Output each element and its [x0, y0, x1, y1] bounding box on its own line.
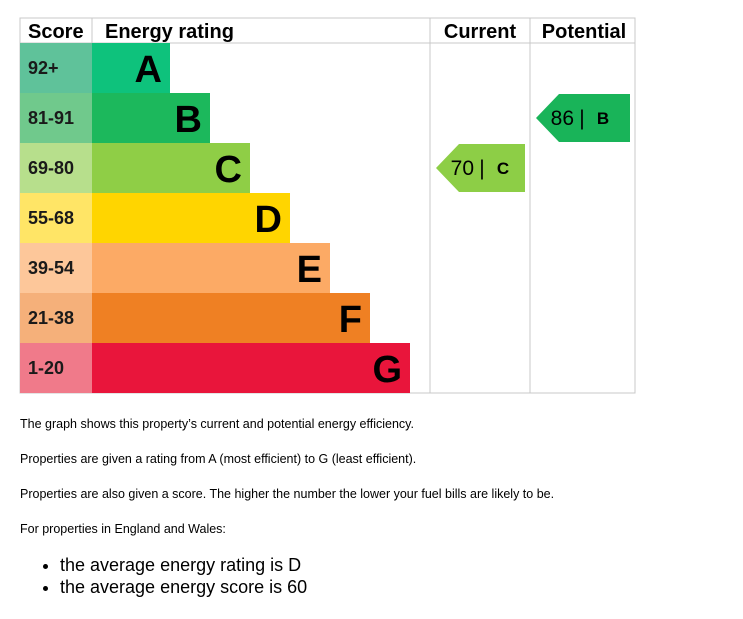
score-cell-f: [20, 293, 92, 343]
score-range-f: 21-38: [28, 308, 74, 328]
score-cell-e: [20, 243, 92, 293]
average-score-item: the average energy score is 60: [60, 576, 307, 598]
band-bar-e: [92, 243, 330, 293]
rating-explanation-text: Properties are given a rating from A (mo…: [20, 452, 417, 466]
score-cell-d: [20, 193, 92, 243]
band-letter-d: D: [255, 199, 282, 241]
score-range-b: 81-91: [28, 108, 74, 128]
score-explanation-text: Properties are also given a score. The h…: [20, 487, 555, 501]
rating-arrows: 70 | C86 | B: [436, 94, 630, 192]
average-list: the average energy rating is D the avera…: [20, 554, 307, 598]
score-range-c: 69-80: [28, 158, 74, 178]
rating-bands: 92+ A 81-91 B 69-80 C 55-68 D 39-54 E 21-38 F 1-20 G: [20, 43, 410, 393]
current-band-label: C: [497, 159, 509, 178]
current-arrow: [436, 144, 525, 192]
band-letter-f: F: [339, 299, 362, 341]
band-bar-b: [92, 93, 210, 143]
header-potential: Potential: [542, 21, 626, 43]
score-range-g: 1-20: [28, 358, 64, 378]
epc-chart: Score Energy rating Current Potential 92…: [19, 17, 636, 394]
header-current: Current: [444, 21, 517, 43]
band-bar-a: [92, 43, 170, 93]
band-letter-b: B: [175, 99, 202, 141]
current-separator: |: [479, 157, 484, 180]
score-cell-a: [20, 43, 92, 93]
score-range-d: 55-68: [28, 208, 74, 228]
score-range-e: 39-54: [28, 258, 74, 278]
score-cell-b: [20, 93, 92, 143]
score-cell-g: [20, 343, 92, 393]
band-bar-d: [92, 193, 290, 243]
band-bar-c: [92, 143, 250, 193]
band-bar-g: [92, 343, 410, 393]
potential-separator: |: [579, 107, 584, 130]
score-cell-c: [20, 143, 92, 193]
band-letter-a: A: [135, 49, 162, 91]
band-bar-f: [92, 293, 370, 343]
band-letter-e: E: [297, 249, 322, 291]
region-text: For properties in England and Wales:: [20, 522, 226, 536]
description-text: The graph shows this property’s current …: [20, 417, 414, 431]
potential-band-label: B: [597, 109, 609, 128]
band-letter-g: G: [372, 349, 402, 391]
band-letter-c: C: [215, 149, 242, 191]
header-score: Score: [28, 21, 84, 43]
average-rating-item: the average energy rating is D: [60, 554, 307, 576]
potential-score-label: 86: [551, 107, 574, 130]
header-energy-rating: Energy rating: [105, 21, 234, 43]
potential-arrow: [536, 94, 630, 142]
current-score-label: 70: [451, 157, 474, 180]
score-range-a: 92+: [28, 58, 59, 78]
